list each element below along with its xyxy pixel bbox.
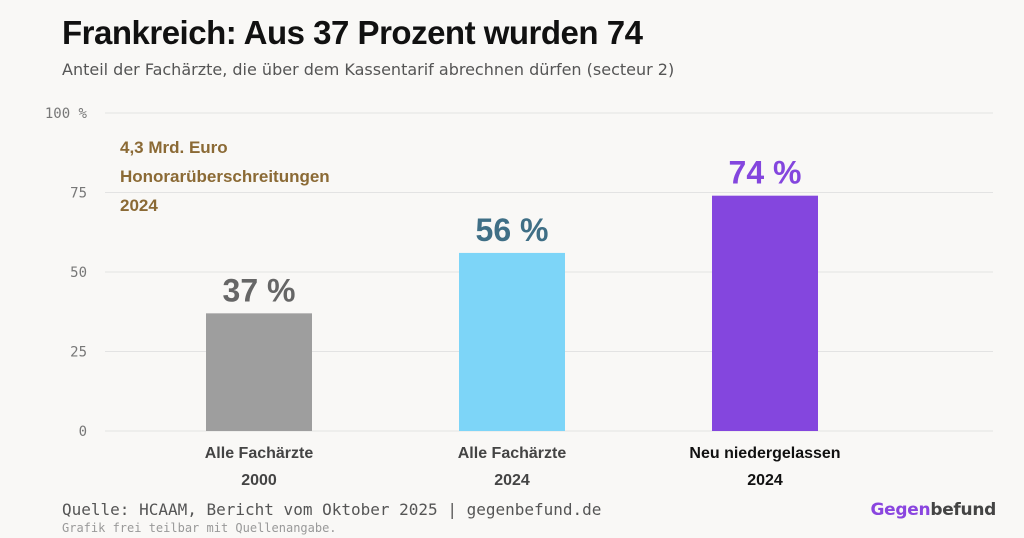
y-tick-label-0: 0 <box>79 424 87 440</box>
y-tick-label-1: 25 <box>70 345 87 361</box>
bar-chart: 0 25 50 75 100 % 37 % Alle Fachärzte 2000 56 % A… <box>45 106 993 489</box>
bars: 37 % Alle Fachärzte 2000 56 % Alle Fachärzte… <box>205 155 841 489</box>
y-axis-ticks: 0 25 50 75 100 % <box>45 106 88 440</box>
x-tick-label-1-line-2: 2024 <box>494 472 530 489</box>
bar-2 <box>712 195 818 431</box>
bar-value-label-0: 37 % <box>223 272 296 308</box>
brand-part-1: Gegen <box>870 500 931 520</box>
source-note: Quelle: HCAAM, Bericht vom Oktober 2025 … <box>62 500 602 519</box>
x-tick-label-1-line-1: Alle Fachärzte <box>458 445 567 462</box>
x-tick-label-2-line-1: Neu niedergelassen <box>689 445 840 462</box>
share-note: Grafik frei teilbar mit Quellenangabe. <box>62 521 337 535</box>
y-tick-label-3: 75 <box>70 186 87 202</box>
bar-value-label-1: 56 % <box>476 212 549 248</box>
x-tick-label-0-line-1: Alle Fachärzte <box>205 445 314 462</box>
brand-logo: Gegenbefund <box>870 500 997 520</box>
x-tick-label-2-line-2: 2024 <box>747 472 783 489</box>
annotation-line-1: 4,3 Mrd. Euro <box>120 138 228 157</box>
chart-title: Frankreich: Aus 37 Prozent wurden 74 <box>62 14 643 51</box>
bar-value-label-2: 74 % <box>729 155 802 191</box>
brand-part-2: befund <box>930 500 996 520</box>
x-tick-label-0-line-2: 2000 <box>241 472 277 489</box>
annotation-line-2: Honorarüberschreitungen <box>120 167 330 186</box>
bar-0 <box>206 313 312 431</box>
annotation-line-3: 2024 <box>120 196 158 215</box>
y-tick-label-2: 50 <box>70 265 87 281</box>
annotation: 4,3 Mrd. Euro Honorarüberschreitungen 20… <box>120 138 330 215</box>
y-tick-label-4: 100 % <box>45 106 88 122</box>
chart-subtitle: Anteil der Fachärzte, die über dem Kasse… <box>62 60 675 79</box>
bar-1 <box>459 252 565 431</box>
